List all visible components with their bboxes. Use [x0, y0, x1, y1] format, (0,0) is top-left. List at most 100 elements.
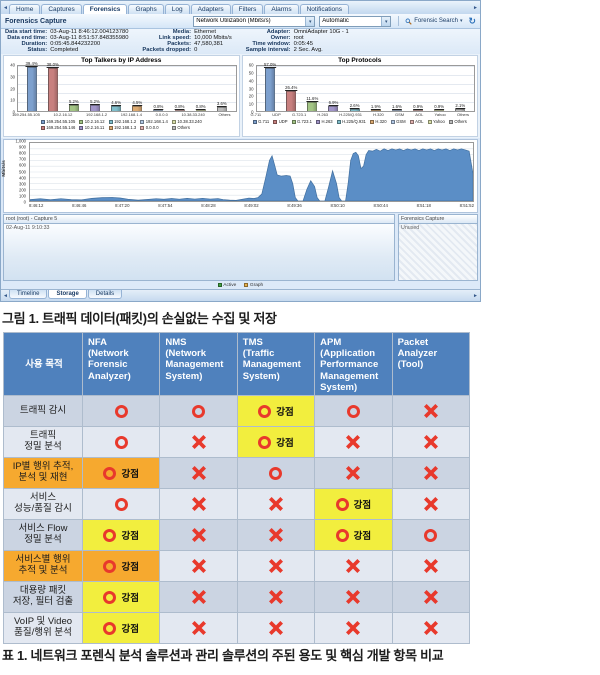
mark-cell — [159, 550, 238, 583]
mark-circle — [315, 404, 391, 418]
legend-label: Graph — [249, 282, 264, 288]
legend-item: Graph — [244, 283, 263, 288]
info-value: 2 Sec. Avg. — [293, 46, 323, 53]
legend-label: 0.0.0.0 — [145, 125, 159, 130]
status-legend: Active Graph — [1, 281, 480, 289]
row-label: 트래픽 감시 — [3, 395, 83, 428]
forensics-capture-strip[interactable]: Unused — [398, 223, 478, 281]
bar-192.168.1.3: 4.5% — [131, 66, 143, 111]
mark-x — [393, 466, 469, 481]
plot-area[interactable] — [29, 142, 474, 202]
time-range-select[interactable]: Automatic ▾ — [319, 15, 392, 27]
mark-cell — [391, 395, 471, 428]
x-axis-labels: 169.254.55.105 10.2.16.12 192.168.1.2 192.1… — [6, 112, 237, 118]
circle-mark-icon — [192, 404, 206, 418]
legend-label: G.723.1 — [297, 119, 312, 124]
tab-home[interactable]: Home — [9, 4, 41, 14]
mark-cell — [314, 395, 393, 428]
chevron-down-icon[interactable]: ▾ — [381, 16, 391, 26]
x-mark-icon — [423, 435, 438, 450]
tab-scroll-right-icon[interactable]: ► — [473, 4, 478, 11]
ribbon-tabs: Home Captures Forensics Graphs Log Adapters Fi… — [9, 4, 472, 14]
y-tick: 600 — [19, 162, 26, 168]
graph-type-select[interactable]: Network Utilization (Mbits/s) ▾ — [193, 15, 316, 27]
plot-area: 39.4% 38.0% 5.2% 5.2% 4.6% 4.5% 0.8% 0.8% 0.8% 3.… — [17, 61, 237, 112]
bar-value-label: 2.6% — [349, 103, 360, 109]
mark-cell — [314, 612, 393, 645]
capture-panel-header[interactable]: root (root) - Capture 5 — [3, 214, 395, 223]
graph-type-value: Network Utilization (Mbits/s) — [196, 18, 271, 24]
x-mark-icon — [423, 404, 438, 419]
circle-mark-icon — [346, 404, 360, 418]
tab-captures[interactable]: Captures — [41, 4, 82, 14]
x-mark-icon — [191, 621, 206, 636]
refresh-icon[interactable]: ↻ — [468, 15, 476, 26]
legend-item: G.723.1 — [291, 119, 312, 124]
y-tick: 20 — [10, 86, 15, 91]
x-mark-icon — [191, 435, 206, 450]
bar-value-label: 4.5% — [132, 99, 143, 105]
x-mark-icon — [346, 621, 361, 636]
x-mark-icon — [268, 528, 283, 543]
legend-label: 192.168.1.2 — [114, 119, 137, 124]
tab-alarms[interactable]: Alarms — [264, 4, 299, 14]
mark-circle — [393, 528, 469, 542]
forensics-capture-panel-header[interactable]: Forensics Capture — [398, 214, 478, 223]
mark-x — [238, 559, 314, 574]
info-label: Packets dropped: — [142, 46, 192, 53]
x-tick: AOL — [415, 112, 424, 117]
forensic-search-button[interactable]: Forensic Search ▾ — [402, 16, 465, 27]
mark-cell — [159, 488, 238, 521]
mark-x — [238, 528, 314, 543]
legend-swatch — [448, 119, 453, 124]
circle-mark-icon — [335, 497, 349, 511]
bar-192.168.1.4: 0.8% — [152, 66, 164, 111]
y-tick: 0 — [23, 199, 26, 205]
circle-mark-icon — [103, 559, 117, 573]
chevron-down-icon[interactable]: ▾ — [305, 16, 315, 26]
x-tick: 8:46:46 — [72, 203, 87, 208]
tab-log[interactable]: Log — [164, 4, 190, 14]
bar-G.723.1: 11.6% — [306, 66, 318, 111]
table-row: VoIP 및 Video 품질/행위 분석 강점 — [3, 612, 471, 645]
bottom-tab-storage[interactable]: Storage — [48, 290, 87, 299]
tab-filters[interactable]: Filters — [231, 4, 264, 14]
mark-cell: 강점 — [314, 519, 393, 552]
x-tick: 8:46:12 — [29, 203, 44, 208]
info-label: Data start time: — [5, 29, 48, 35]
tab-notifications[interactable]: Notifications — [299, 4, 349, 14]
y-axis: 0 10 20 30 40 50 60 — [245, 63, 256, 115]
mark-cell — [314, 581, 393, 614]
y-axis: 0 100 200 300 400 500 600 700 800 900 1,000 — [4, 139, 28, 205]
x-tick: 192.168.1.2 — [86, 112, 108, 117]
tab-adapters[interactable]: Adapters — [190, 4, 231, 14]
tab-scroll-right-icon[interactable]: ► — [473, 293, 478, 299]
tab-graphs[interactable]: Graphs — [128, 4, 164, 14]
x-tick: 8:51:52 — [459, 203, 474, 208]
tab-scroll-left-icon[interactable]: ◄ — [3, 293, 8, 299]
x-mark-icon — [346, 559, 361, 574]
legend-item: G.711 — [252, 119, 269, 124]
tab-scroll-left-icon[interactable]: ◄ — [3, 4, 8, 11]
bar-169.254.55.105: 39.4% — [25, 61, 38, 111]
x-tick: G.723.1 — [291, 112, 307, 117]
info-label: Duration: — [21, 40, 48, 47]
info-value: 0 — [194, 46, 198, 53]
legend-item: 169.254.55.146 — [40, 125, 75, 130]
info-value: 03-Aug-11 8:46:12.004123780 — [50, 29, 129, 35]
bar-Others: 2.1% — [454, 66, 466, 111]
legend-item: Others — [448, 119, 467, 124]
bar-value-label: 5.2% — [68, 99, 79, 105]
bottom-tab-timeline[interactable]: Timeline — [9, 290, 48, 299]
mark-x — [393, 404, 469, 419]
bar-value-label: 6.9% — [328, 99, 339, 105]
tab-forensics[interactable]: Forensics — [82, 4, 128, 14]
y-tick: 300 — [19, 181, 26, 187]
circle-mark-icon — [114, 497, 128, 511]
info-label: Status: — [27, 46, 48, 53]
x-mark-icon — [268, 497, 283, 512]
capture-timeline-strip[interactable]: 02-Aug-11 9:10:33 — [3, 223, 395, 281]
legend-item: 192.168.1.2 — [108, 119, 137, 124]
x-mark-icon — [423, 590, 438, 605]
bottom-tab-details[interactable]: Details — [87, 290, 123, 299]
